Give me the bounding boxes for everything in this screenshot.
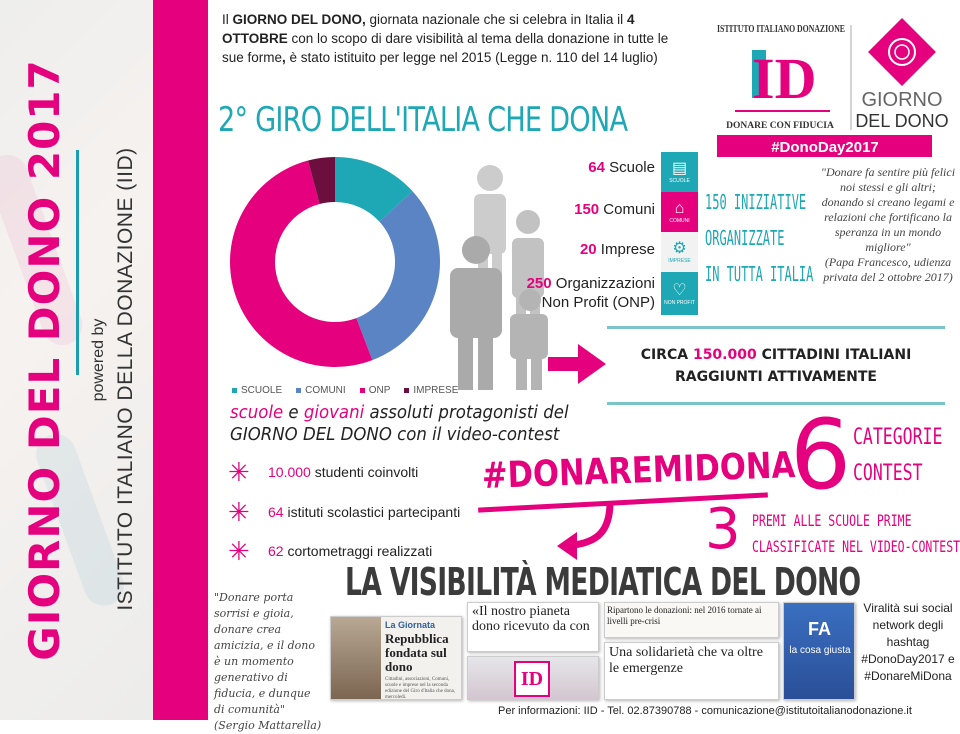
press-clip: La Giornata Repubblica fondata sul dono … [330, 616, 462, 700]
press-clip: «Il nostro pianeta dono ricevuto da con [467, 602, 599, 652]
divider [607, 402, 945, 405]
press-collage: La Giornata Repubblica fondata sul dono … [330, 602, 855, 700]
gears-icon: ⚙ IMPRESE [661, 232, 698, 272]
logo: ISTITUTO ITALIANO DONAZIONE ID DONARE CO… [717, 18, 949, 157]
initiatives-text: 150 INIZIATIVE ORGANIZZATE IN TUTTA ITALIA [705, 190, 814, 286]
logo-mark: ID [752, 46, 816, 111]
tv-screenshot: FA la cosa giusta [783, 602, 855, 700]
reach-text: CIRCA 150.000 CITTADINI ITALIANI RAGGIUNT… [640, 347, 912, 385]
curved-arrow-icon [557, 501, 614, 560]
stat-onp: 250 Organizzazioni Non Profit (ONP) [526, 275, 655, 311]
categories-label: CATEGORIE CONTEST [853, 425, 943, 486]
categories-count: 6 [790, 399, 852, 511]
legend-item-imprese: IMPRESE [404, 385, 458, 396]
prizes-label: PREMI ALLE SCUOLE PRIME CLASSIFICATE NEL … [752, 511, 960, 556]
bullet-item: ✳ 10.000 studenti coinvolti [228, 457, 419, 487]
legend-item-comuni: COMUNI [296, 385, 346, 396]
logo-arc-text: ISTITUTO ITALIANO DONAZIONE [717, 24, 845, 35]
asterisk-icon: ✳ [228, 536, 250, 566]
main-title: GIORNO DEL DONO 2017 [20, 59, 69, 661]
stat-imprese: 20 Imprese [579, 241, 655, 258]
building-icon: ⌂ COMUNI [661, 192, 698, 232]
arrow-right-icon [548, 344, 606, 384]
asterisk-icon: ✳ [228, 457, 250, 487]
prizes-count: 3 [705, 497, 741, 562]
divider [76, 150, 79, 375]
institute-name: ISTITUTO ITALIANO DELLA DONAZIONE (IID) [114, 147, 137, 611]
donut-slice-imprese [308, 157, 335, 205]
svg-text:#DonoDay2017: #DonoDay2017 [771, 139, 879, 156]
chart-legend: SCUOLE COMUNI ONP IMPRESE [232, 385, 458, 396]
powered-by: powered by [90, 318, 107, 402]
footer-contact: Per informazioni: IID - Tel. 02.87390788… [498, 705, 912, 717]
hashtag-banner [717, 135, 932, 157]
intro-text: Il GIORNO DEL DONO, giornata nazionale c… [222, 12, 669, 65]
donut-slice-comuni [356, 191, 440, 361]
donut-chart [230, 157, 440, 367]
press-clip: Una solidarietà che va oltre le emergenz… [604, 642, 779, 700]
virality-text: Viralità sui social network degli hashta… [861, 601, 955, 683]
bullet-item: ✳ 64 istituti scolastici partecipanti [228, 497, 461, 527]
stat-comuni: 150 Comuni [574, 201, 655, 218]
headline: 2° GIRO DELL'ITALIA CHE DONA [218, 100, 628, 140]
svg-text:DEL DONO: DEL DONO [855, 111, 948, 131]
donut-slice-onp [230, 160, 373, 367]
book-icon: ▤ SCUOLE [661, 152, 698, 192]
bullet-item: ✳ 62 cortometraggi realizzati [228, 536, 433, 566]
contest-hashtag: #DONAREMIDONA [481, 445, 796, 497]
asterisk-icon: ✳ [228, 497, 250, 527]
heart-icon: ♡ NON PROFIT [661, 272, 698, 315]
stat-scuole: 64 Scuole [588, 159, 655, 176]
svg-text:GIORNO: GIORNO [861, 89, 942, 111]
tv-screenshot: ID [467, 656, 599, 700]
svg-text:DONARE CON FIDUCIA: DONARE CON FIDUCIA [726, 121, 834, 131]
quote-pope: "Donare fa sentire più felici noi stessi… [820, 165, 956, 284]
divider [607, 326, 945, 329]
quote-mattarella: "Donare porta sorrisi e gioia, donare cr… [214, 591, 322, 732]
media-title: LA VISIBILITÀ MEDIATICA DEL DONO [345, 560, 861, 604]
people-icon [450, 165, 548, 390]
legend-item-onp: ONP [359, 385, 390, 396]
youth-text: scuole e giovani assoluti protagonisti d… [230, 402, 569, 445]
press-clip: Ripartono le donazioni: nel 2016 tornate… [604, 602, 779, 638]
donut-slice-scuole [335, 157, 413, 222]
pink-bar [153, 0, 208, 720]
legend-item-scuole: SCUOLE [232, 385, 282, 396]
